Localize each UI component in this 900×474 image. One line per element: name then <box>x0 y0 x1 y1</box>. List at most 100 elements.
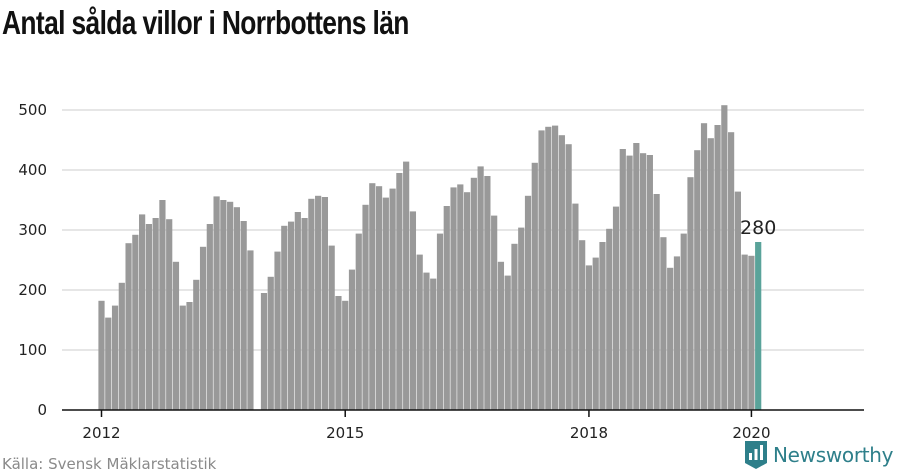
bar <box>240 221 247 410</box>
bar <box>700 123 708 410</box>
bar <box>172 261 180 410</box>
annotation: 280 <box>740 217 776 239</box>
bar <box>220 200 227 410</box>
bar <box>132 234 139 410</box>
bar <box>389 188 396 410</box>
bar <box>355 233 362 410</box>
bar <box>274 251 281 410</box>
bar <box>694 150 701 410</box>
bar <box>741 254 748 410</box>
bar <box>416 254 423 410</box>
bar <box>612 206 620 410</box>
bar <box>592 257 599 410</box>
x-tick-label: 2020 <box>732 424 770 442</box>
chart-title: Antal sålda villor i Norrbottens län <box>2 4 409 41</box>
bar <box>457 184 464 410</box>
bar <box>227 201 234 410</box>
bar <box>125 243 132 410</box>
newsworthy-icon <box>745 441 767 469</box>
bar <box>640 153 647 410</box>
newsworthy-logo: Newsworthy <box>744 440 894 470</box>
bar <box>599 242 606 410</box>
bar <box>477 166 484 410</box>
x-tick-label: 2015 <box>326 424 364 442</box>
brand-name: Newsworthy <box>773 443 894 467</box>
bar <box>518 227 525 410</box>
bar <box>199 246 207 410</box>
bar <box>572 203 579 410</box>
bar <box>728 132 735 410</box>
bar <box>734 191 741 410</box>
bar <box>579 240 586 410</box>
bar <box>159 200 166 410</box>
bar <box>436 233 444 410</box>
bar <box>206 224 213 410</box>
bar <box>673 256 681 410</box>
bar <box>653 194 660 410</box>
bar <box>450 187 457 410</box>
bar <box>484 176 491 410</box>
bar <box>558 135 565 410</box>
x-tick-label: 2018 <box>570 424 608 442</box>
bar <box>707 138 714 410</box>
y-axis-ticks: 0 100 200 300 400 500 <box>18 101 47 419</box>
bar <box>348 269 356 410</box>
bar <box>98 300 105 410</box>
bar <box>606 228 613 410</box>
bar <box>105 317 112 410</box>
bar <box>267 276 274 410</box>
bar <box>531 162 538 410</box>
bar <box>281 225 288 410</box>
y-tick-label: 500 <box>18 101 47 119</box>
bar <box>294 212 301 410</box>
x-axis: 2012 2015 2018 2020 <box>62 409 864 442</box>
bar <box>247 250 254 410</box>
bar <box>186 302 193 410</box>
bar <box>409 211 417 410</box>
y-tick-label: 400 <box>18 161 47 179</box>
bar <box>287 221 295 410</box>
source-note: Källa: Svensk Mäklarstatistik <box>2 455 217 473</box>
bar <box>463 192 471 410</box>
bar <box>403 161 410 410</box>
bar <box>585 265 593 410</box>
bar <box>504 275 511 410</box>
bar <box>111 305 119 410</box>
bar <box>321 197 329 410</box>
bar <box>166 219 173 410</box>
bar <box>396 173 403 410</box>
highlight-bar <box>755 242 762 410</box>
bar <box>362 204 369 410</box>
bar <box>213 196 220 410</box>
bar <box>443 206 450 410</box>
bar <box>491 215 498 410</box>
bar <box>145 224 152 410</box>
bar <box>511 243 518 410</box>
bar <box>179 305 186 410</box>
bar <box>660 237 667 410</box>
bar <box>118 282 125 410</box>
y-tick-label: 0 <box>37 401 47 419</box>
bar <box>301 218 308 410</box>
bar <box>193 279 200 410</box>
bar <box>721 105 728 410</box>
bar <box>342 300 349 410</box>
bar <box>565 144 572 410</box>
bar <box>233 207 240 410</box>
bar <box>667 267 674 410</box>
bar <box>538 130 545 410</box>
bar <box>328 245 335 410</box>
bar <box>545 126 552 411</box>
bar <box>430 278 437 410</box>
bar <box>551 125 559 410</box>
bar <box>633 143 640 410</box>
bar <box>375 186 383 410</box>
bar <box>423 272 430 410</box>
annotation-label: 280 <box>740 217 776 239</box>
bar <box>524 195 532 410</box>
bar <box>139 214 146 410</box>
y-tick-label: 300 <box>18 221 47 239</box>
bar <box>308 198 315 410</box>
bar <box>382 197 389 410</box>
